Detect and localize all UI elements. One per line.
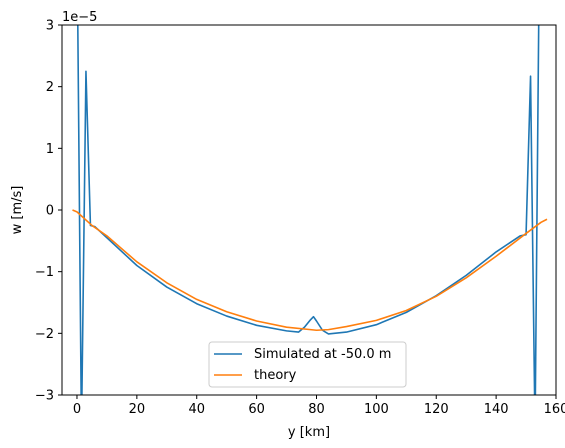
- y-tick-label: 3: [46, 19, 54, 34]
- legend-box: [208, 341, 407, 388]
- x-tick-label: 140: [484, 402, 509, 417]
- x-tick-label: 40: [188, 402, 205, 417]
- legend: Simulated at -50.0 m theory: [208, 341, 407, 388]
- y-tick-label: −3: [35, 389, 54, 404]
- y-axis-label: w [m/s]: [10, 186, 25, 235]
- y-tick-label: 0: [46, 204, 54, 219]
- y-tick-label: 2: [46, 80, 54, 95]
- y-multiplier-label: 1e−5: [62, 10, 97, 25]
- x-tick-label: 120: [424, 402, 449, 417]
- y-axis-ticks: −3 −2 −1 0 1 2 3: [35, 19, 62, 404]
- plot-frame: [61, 24, 557, 396]
- x-tick-label: 100: [364, 402, 389, 417]
- y-tick-label: −2: [35, 327, 54, 342]
- x-tick-label: 80: [308, 402, 325, 417]
- x-tick-label: 20: [129, 402, 146, 417]
- series-layer: [72, 25, 548, 395]
- y-tick-label: 1: [46, 142, 54, 157]
- series-line-0: [77, 25, 540, 395]
- x-axis-ticks: 0 20 40 60 80 100 120 140 160: [73, 395, 565, 417]
- x-tick-label: 0: [73, 402, 81, 417]
- series-line-1: [72, 209, 548, 332]
- legend-label-simulated: Simulated at -50.0 m: [254, 347, 391, 362]
- x-axis-label: y [km]: [288, 425, 330, 440]
- y-tick-label: −1: [35, 265, 54, 280]
- x-tick-label: 60: [248, 402, 265, 417]
- x-tick-label: 160: [544, 402, 565, 417]
- legend-label-theory: theory: [254, 368, 297, 383]
